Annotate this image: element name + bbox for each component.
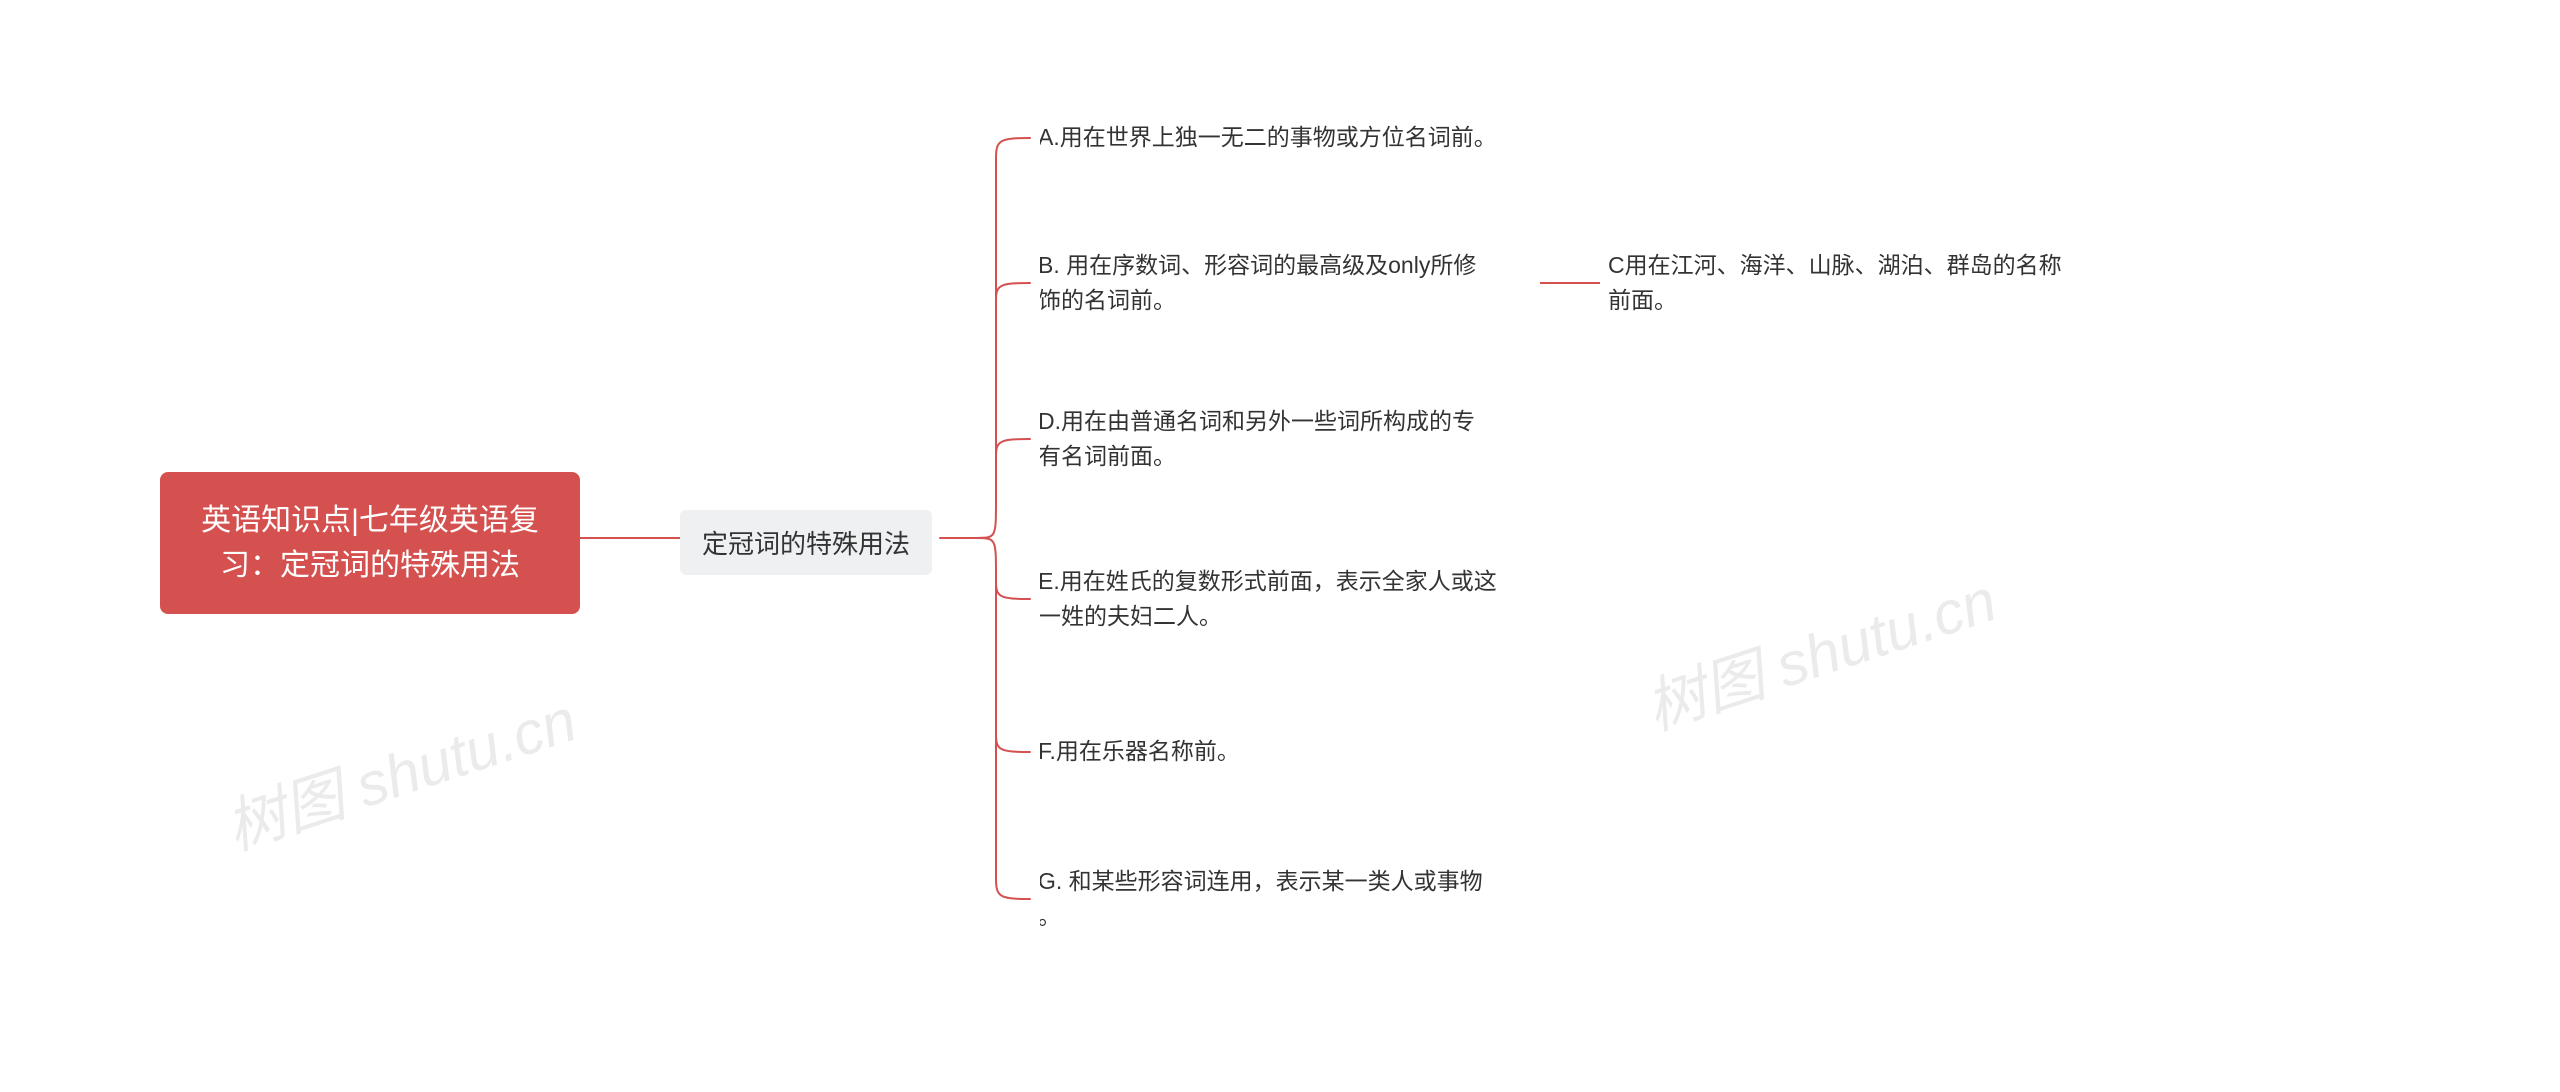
secondary-node[interactable]: 定冠词的特殊用法: [680, 510, 932, 575]
subleaf-c-line2: 前面。: [1608, 283, 2098, 318]
leaf-b-line1: B. 用在序数词、形容词的最高级及only所修: [1038, 248, 1518, 283]
leaf-e[interactable]: E.用在姓氏的复数形式前面，表示全家人或这 一姓的夫妇二人。: [1038, 564, 1538, 633]
leaf-g-line1: G. 和某些形容词连用，表示某一类人或事物: [1038, 864, 1518, 899]
root-node[interactable]: 英语知识点|七年级英语复 习：定冠词的特殊用法: [160, 472, 580, 614]
leaf-a-line1: A.用在世界上独一无二的事物或方位名词前。: [1038, 120, 1538, 155]
subleaf-c-line1: C用在江河、海洋、山脉、湖泊、群岛的名称: [1608, 248, 2098, 283]
leaf-d[interactable]: D.用在由普通名词和另外一些词所构成的专 有名词前面。: [1038, 404, 1518, 473]
leaf-g-line2: 。: [1038, 899, 1518, 934]
subleaf-c[interactable]: C用在江河、海洋、山脉、湖泊、群岛的名称 前面。: [1608, 248, 2098, 317]
leaf-f[interactable]: F.用在乐器名称前。: [1038, 734, 1338, 769]
root-line2: 习：定冠词的特殊用法: [194, 543, 546, 588]
leaf-a[interactable]: A.用在世界上独一无二的事物或方位名词前。: [1038, 120, 1538, 155]
secondary-label: 定冠词的特殊用法: [702, 529, 910, 559]
leaf-f-line1: F.用在乐器名称前。: [1038, 734, 1338, 769]
leaf-e-line2: 一姓的夫妇二人。: [1038, 599, 1538, 634]
leaf-d-line2: 有名词前面。: [1038, 439, 1518, 474]
leaf-d-line1: D.用在由普通名词和另外一些词所构成的专: [1038, 404, 1518, 439]
leaf-e-line1: E.用在姓氏的复数形式前面，表示全家人或这: [1038, 564, 1538, 599]
leaf-b[interactable]: B. 用在序数词、形容词的最高级及only所修 饰的名词前。: [1038, 248, 1518, 317]
watermark-2: 树图 shutu.cn: [1633, 552, 2006, 747]
watermark-1: 树图 shutu.cn: [213, 672, 586, 867]
leaf-b-line2: 饰的名词前。: [1038, 283, 1518, 318]
root-line1: 英语知识点|七年级英语复: [194, 498, 546, 543]
leaf-g[interactable]: G. 和某些形容词连用，表示某一类人或事物 。: [1038, 864, 1518, 933]
